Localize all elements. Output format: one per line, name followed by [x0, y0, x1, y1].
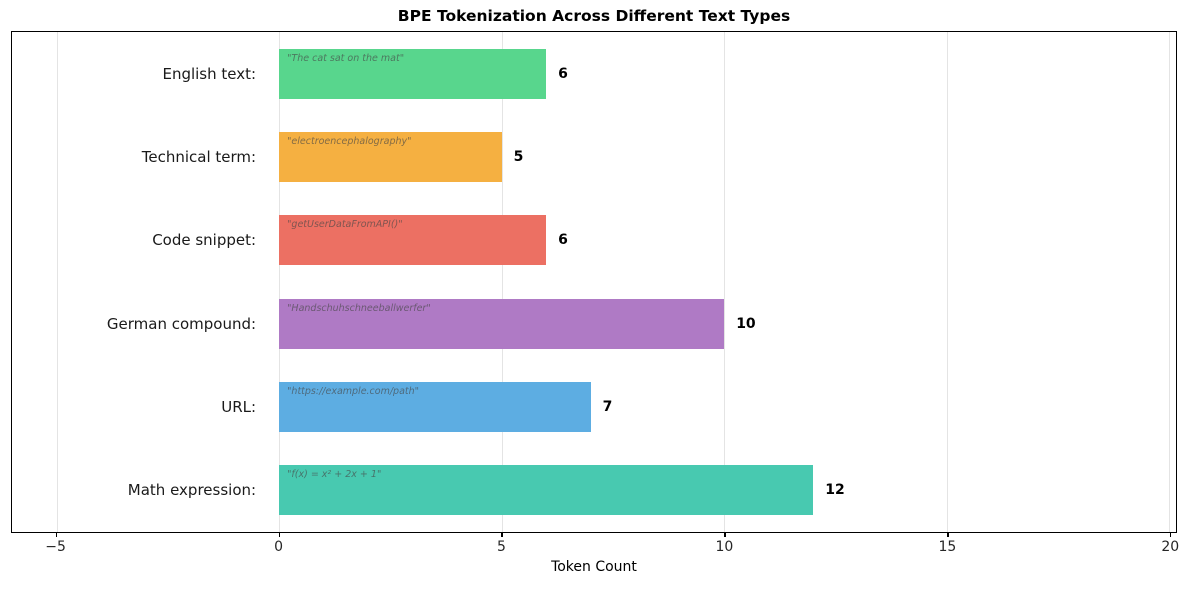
x-tick-mark: [724, 533, 726, 537]
category-label: German compound:: [106, 314, 257, 333]
category-label: Code snippet:: [152, 231, 257, 250]
x-tick-label: 0: [274, 539, 283, 555]
gridline: [946, 32, 948, 532]
bar: "Handschuhschneeballwerfer": [279, 298, 725, 349]
x-tick-label: 10: [715, 539, 734, 555]
gridline: [501, 32, 503, 532]
x-tick-mark: [278, 533, 280, 537]
bar-annotation: "https://example.com/path": [287, 385, 420, 397]
value-label: 10: [736, 315, 756, 332]
x-tick-label: 20: [1161, 539, 1180, 555]
plot-area: English text: "The cat sat on the mat" 6 Te…: [11, 31, 1177, 533]
chart-title: BPE Tokenization Across Different Text T…: [397, 7, 791, 25]
value-label: 5: [513, 148, 524, 165]
bar-row: Code snippet: "getUserDataFromAPI()" 6: [12, 199, 1176, 282]
x-tick-mark: [1170, 533, 1172, 537]
value-label: 7: [602, 398, 613, 415]
bar-row: URL: "https://example.com/path" 7: [12, 365, 1176, 448]
bar-annotation: "getUserDataFromAPI()": [287, 219, 403, 231]
bar-annotation: "f(x) = x² + 2x + 1": [287, 469, 382, 481]
x-tick-label: 15: [938, 539, 957, 555]
bar-annotation: "The cat sat on the mat": [287, 52, 405, 64]
value-label: 12: [825, 482, 845, 499]
bar: "https://example.com/path": [279, 381, 591, 432]
bar-row: German compound: "Handschuhschneeballwerf…: [12, 282, 1176, 365]
bar-annotation: "electroencephalography": [287, 135, 412, 147]
bar-row: Math expression: "f(x) = x² + 2x + 1" 12: [12, 449, 1176, 532]
category-label: English text:: [162, 64, 257, 83]
category-label: Math expression:: [127, 481, 257, 500]
value-label: 6: [558, 65, 568, 82]
bar-row: English text: "The cat sat on the mat" 6: [12, 32, 1176, 115]
gridline: [56, 32, 58, 532]
gridline: [724, 32, 726, 532]
gridline: [279, 32, 281, 532]
x-tick-mark: [947, 533, 949, 537]
x-tick-mark: [55, 533, 57, 537]
category-label: URL:: [221, 397, 257, 416]
category-label: Technical term:: [141, 147, 257, 166]
value-label: 6: [558, 232, 568, 249]
bar-row: Technical term: "electroencephalography" 5: [12, 115, 1176, 198]
bar: "electroencephalography": [279, 131, 502, 182]
bar: "f(x) = x² + 2x + 1": [279, 465, 814, 516]
x-axis-label: Token Count: [551, 559, 637, 575]
x-axis: −5 0 5 10 15 20: [11, 533, 1180, 557]
bar: "getUserDataFromAPI()": [279, 215, 547, 266]
x-tick-label: 5: [497, 539, 506, 555]
bar: "The cat sat on the mat": [279, 48, 547, 99]
bar-annotation: "Handschuhschneeballwerfer": [287, 302, 431, 314]
x-tick-label: −5: [45, 539, 66, 555]
x-tick-mark: [501, 533, 503, 537]
gridline: [1169, 32, 1171, 532]
